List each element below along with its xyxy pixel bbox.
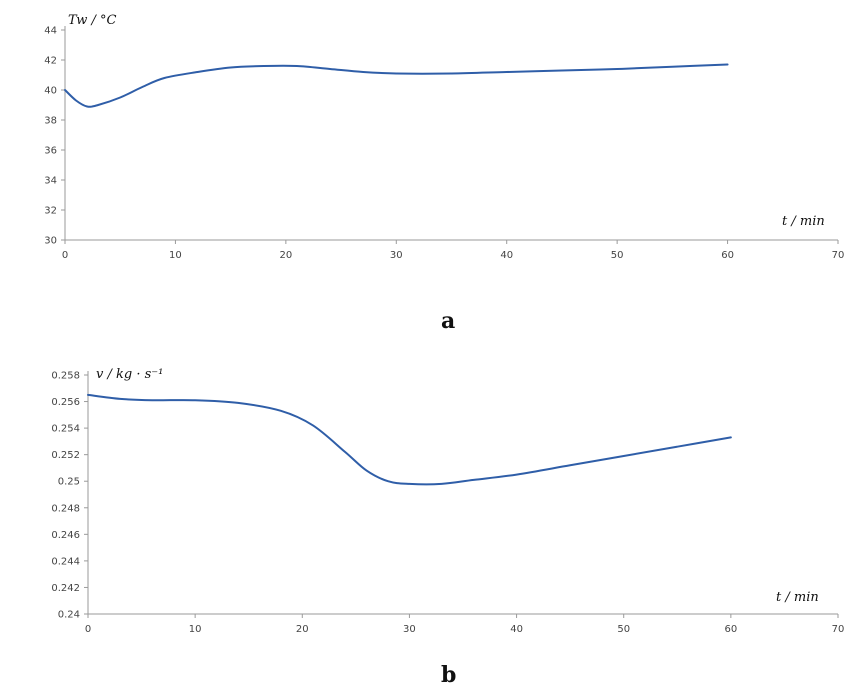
chart-a-ytick-label: 34 [44,176,57,187]
chart-a-ylabel: Tw / °C [68,13,116,28]
chart-b-ytick-label: 0.242 [51,583,80,594]
chart-a-xtick-label: 60 [721,250,734,261]
chart-a-xtick-label: 30 [390,250,403,261]
chart-a-xtick-label: 0 [62,250,68,261]
chart-a-series-line [64,63,729,108]
chart-a-xlabel: t / min [782,214,825,229]
chart-a-ytick-label: 30 [44,236,57,247]
chart-b-ytick-label: 0.244 [51,556,80,567]
chart-a-xtick-label: 70 [832,250,845,261]
chart-a-ytick-label: 36 [44,146,57,157]
chart-b-series-line [87,393,732,486]
chart-a-xtick-label: 40 [500,250,513,261]
chart-a-ytick-label: 44 [44,26,57,37]
chart-b-ytick-label: 0.252 [51,450,80,461]
chart-b-xtick-label: 20 [296,624,309,635]
chart-b-xtick-label: 50 [617,624,630,635]
chart-b-ytick-label: 0.246 [51,530,80,541]
chart-b-xtick-label: 10 [189,624,202,635]
chart-b-xtick-label: 40 [510,624,523,635]
chart-a-xtick-label: 10 [169,250,182,261]
chart-a-temperature: Tw / °C t / min a 30 32 34 36 38 40 42 44 0 10 20 3… [44,13,844,334]
chart-b-xtick-label: 0 [85,624,91,635]
chart-b-flow-rate: v / kg · s⁻¹ t / min b 0.24 0.242 0.244 0.2… [51,367,844,688]
chart-b-ytick-label: 0.248 [51,503,80,514]
chart-a-ytick-label: 38 [44,116,57,127]
chart-a-ytick-label: 42 [44,56,57,67]
chart-b-ytick-label: 0.25 [58,477,80,488]
chart-b-panel-label: b [441,662,456,688]
chart-a-ytick-label: 32 [44,206,57,217]
chart-a-panel-label: a [441,308,455,334]
chart-b-xlabel: t / min [776,590,819,605]
chart-b-ytick-label: 0.258 [51,371,80,382]
chart-b-ylabel: v / kg · s⁻¹ [96,367,163,382]
chart-b-ytick-label: 0.24 [58,610,80,621]
chart-b-xtick-label: 60 [724,624,737,635]
chart-a-xtick-label: 20 [279,250,292,261]
chart-b-xtick-label: 70 [832,624,845,635]
chart-b-ytick-label: 0.256 [51,397,80,408]
chart-b-xtick-label: 30 [403,624,416,635]
chart-a-xtick-label: 50 [611,250,624,261]
chart-a-ytick-label: 40 [44,86,57,97]
chart-b-ytick-label: 0.254 [51,424,80,435]
